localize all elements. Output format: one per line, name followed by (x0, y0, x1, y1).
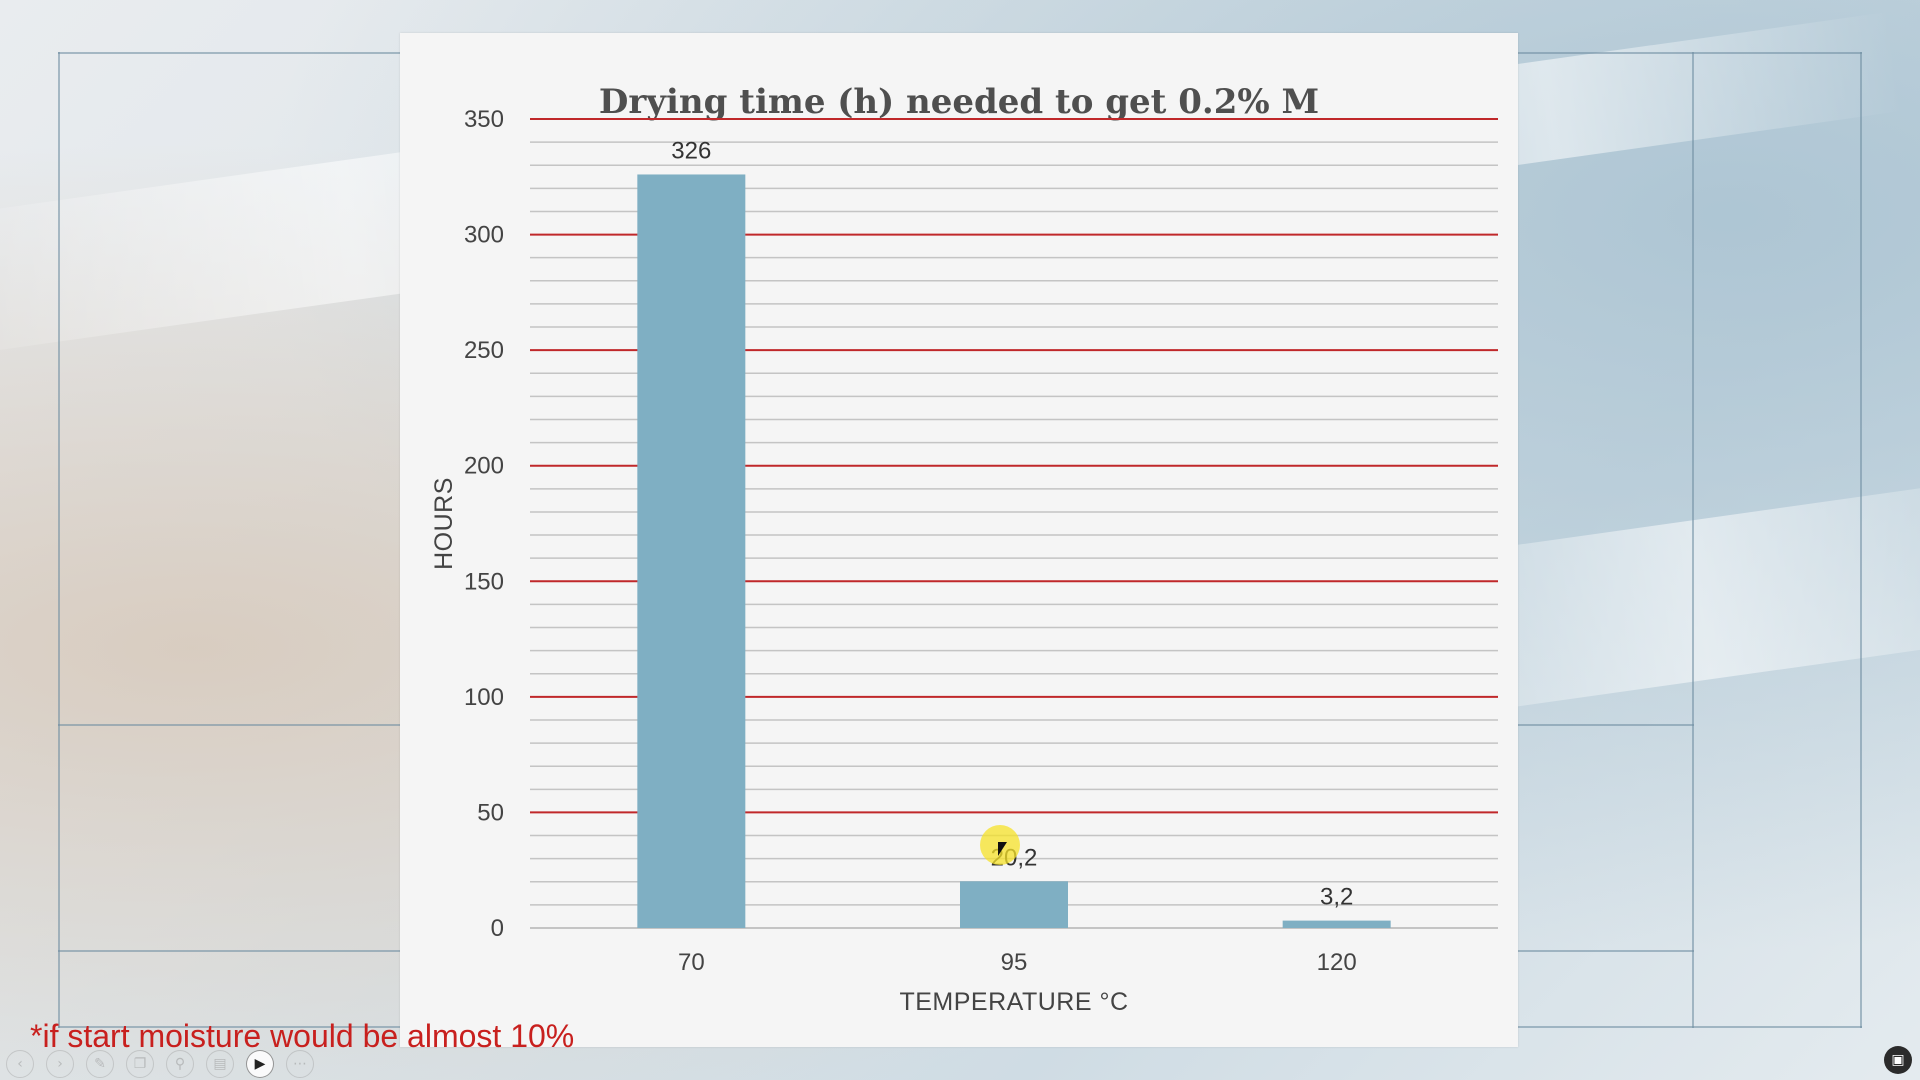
presentation-toolbar: ‹ › ✎ ❐ ⚲ ▤ ▶ ⋯ (6, 1050, 314, 1078)
footnote: *if start moisture would be almost 10% (30, 1018, 575, 1054)
frame-line (1860, 52, 1862, 1028)
y-tick-label: 350 (464, 106, 504, 133)
more-icon[interactable]: ⋯ (286, 1050, 314, 1078)
y-tick-label: 200 (464, 453, 504, 480)
x-axis-ticks: 70 95 120 (678, 949, 1357, 976)
mouse-pointer-icon (998, 842, 1007, 856)
camera-icon[interactable]: ▶ (246, 1050, 274, 1078)
x-axis-title: TEMPERATURE °C (899, 988, 1128, 1016)
subtitles-icon[interactable]: ▤ (206, 1050, 234, 1078)
chart-title: Drying time (h) needed to get 0.2% M (599, 82, 1319, 122)
bar-chart: Drying time (h) needed to get 0.2% M 0 50… (430, 82, 1498, 1016)
copy-icon[interactable]: ❐ (126, 1050, 154, 1078)
bar (637, 174, 746, 928)
prev-icon[interactable]: ‹ (6, 1050, 34, 1078)
y-tick-label: 300 (464, 222, 504, 249)
zoom-icon[interactable]: ⚲ (166, 1050, 194, 1078)
x-tick-label: 120 (1317, 949, 1357, 976)
y-tick-label: 100 (464, 684, 504, 711)
fullscreen-icon[interactable]: ▣ (1884, 1046, 1912, 1074)
bar (960, 881, 1068, 928)
data-label: 3,2 (1320, 884, 1353, 911)
y-tick-label: 250 (464, 337, 504, 364)
y-tick-label: 150 (464, 568, 504, 595)
x-tick-label: 95 (1001, 949, 1028, 976)
bar (1282, 920, 1391, 928)
bars (637, 174, 1391, 928)
y-tick-label: 0 (491, 915, 504, 942)
data-label: 326 (671, 137, 711, 164)
next-icon[interactable]: › (46, 1050, 74, 1078)
chart-panel: Drying time (h) needed to get 0.2% M 0 50… (400, 33, 1518, 1047)
data-labels: 32620,23,2 (671, 137, 1353, 910)
x-tick-label: 70 (678, 949, 705, 976)
frame-line (58, 52, 60, 1028)
pen-icon[interactable]: ✎ (86, 1050, 114, 1078)
y-axis-ticks: 0 50 100 150 200 250 300 350 (464, 106, 504, 942)
y-axis-title: HOURS (430, 477, 458, 570)
y-tick-label: 50 (477, 799, 504, 826)
frame-line (1692, 52, 1694, 1028)
